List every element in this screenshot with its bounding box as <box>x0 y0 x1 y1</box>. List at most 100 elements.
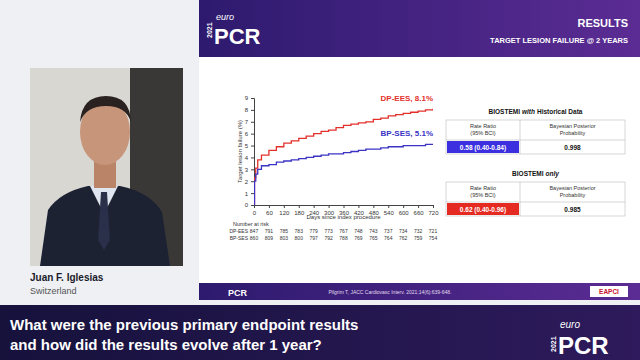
speaker-name: Juan F. Iglesias <box>30 272 104 283</box>
x-tick-mark <box>373 205 374 208</box>
frame: Juan F. IglesiasSwitzerland2021euroPCRRE… <box>0 0 640 360</box>
table-header: (95% BCI) <box>470 192 496 198</box>
speaker-country: Switzerland <box>30 286 77 296</box>
table-frame <box>446 120 625 154</box>
footer-logo: PCR <box>228 288 248 298</box>
y-tick-mark <box>251 134 254 135</box>
footer-badge: EAPCI <box>599 288 619 295</box>
slide-bg <box>199 0 640 300</box>
y-tick: 1 <box>245 191 254 197</box>
table-highlight <box>447 203 519 215</box>
x-tick-label: 540 <box>384 210 395 216</box>
risk-value: 762 <box>399 235 408 241</box>
x-tick-mark <box>433 205 434 208</box>
caption-line: and how did the results evolve after 1 y… <box>10 336 322 353</box>
background <box>0 0 640 360</box>
x-tick: 600 <box>399 205 410 216</box>
table-title-part: Historical Data <box>537 108 583 115</box>
slide-footer <box>199 283 640 300</box>
y-tick: 8 <box>245 107 254 113</box>
caption-line: What were the previous primary endpoint … <box>10 316 358 333</box>
y-tick-mark <box>251 181 254 182</box>
y-tick: 9 <box>245 95 254 101</box>
y-tick-label: 6 <box>245 131 249 137</box>
y-axis-line <box>251 99 255 206</box>
x-tick-label: 720 <box>428 210 439 216</box>
risk-value: 743 <box>369 228 378 234</box>
y-tick-mark <box>251 146 254 147</box>
x-tick-mark <box>403 205 404 208</box>
series-annotation: BP-SES, 5.1% <box>381 129 433 138</box>
table-header: (95% BCI) <box>470 130 496 136</box>
table-title: BIOSTEMIwithHistorical Data <box>489 108 583 115</box>
x-tick-mark <box>299 205 300 208</box>
y-tick-mark <box>251 98 254 99</box>
risk-value: 791 <box>265 228 274 234</box>
logo-mark: PCR <box>214 24 261 49</box>
risk-value: 792 <box>324 235 333 241</box>
risk-value: 759 <box>414 235 423 241</box>
y-tick: 6 <box>245 131 254 137</box>
x-tick-label: 180 <box>294 210 305 216</box>
x-tick-mark <box>358 205 359 208</box>
y-tick: 5 <box>245 143 254 149</box>
x-tick: 720 <box>428 205 439 216</box>
table-header: Probability <box>560 130 586 136</box>
y-tick: 0 <box>245 202 254 208</box>
y-tick-label: 2 <box>245 179 249 185</box>
x-tick: 120 <box>279 205 290 216</box>
risk-value: 732 <box>414 228 423 234</box>
risk-value: 785 <box>280 228 289 234</box>
slide-header <box>199 0 640 57</box>
risk-row-label: BP-SES <box>230 235 249 241</box>
table-title: BIOSTEMIonly <box>512 170 559 178</box>
risk-value: 800 <box>295 235 304 241</box>
y-axis: 0123456789 <box>245 95 255 208</box>
x-tick-mark <box>254 205 255 208</box>
risk-value: 721 <box>429 228 438 234</box>
suit <box>40 186 170 266</box>
table-title-part: only <box>546 170 560 178</box>
y-tick-mark <box>251 205 254 206</box>
risk-value: 783 <box>295 228 304 234</box>
risk-value: 773 <box>324 228 333 234</box>
table-header: Rate Ratio <box>470 123 496 129</box>
series-line <box>254 109 433 205</box>
x-tick-mark <box>314 205 315 208</box>
y-tick-label: 8 <box>245 107 249 113</box>
x-tick-label: 600 <box>399 210 410 216</box>
table-frame <box>446 182 625 216</box>
x-tick-mark <box>418 205 419 208</box>
risk-value: 803 <box>280 235 289 241</box>
y-tick-mark <box>251 169 254 170</box>
risk-value: 779 <box>309 228 318 234</box>
risk-value: 734 <box>399 228 408 234</box>
x-tick-mark <box>388 205 389 208</box>
corner-logo-brand: euro <box>560 319 580 330</box>
y-tick: 3 <box>245 167 254 173</box>
risk-value: 754 <box>429 235 438 241</box>
y-tick-mark <box>251 122 254 123</box>
table-title-part: BIOSTEMI <box>489 108 521 115</box>
badge-bg <box>590 286 628 297</box>
x-tick-mark <box>329 205 330 208</box>
y-tick: 2 <box>245 179 254 185</box>
table-header: Probability <box>560 192 586 198</box>
series-line <box>254 144 433 205</box>
x-tick: 0 <box>253 205 257 216</box>
risk-value: 748 <box>354 228 363 234</box>
tie <box>98 192 110 250</box>
risk-row-label: DP-EES <box>229 228 248 234</box>
table-cell: 0.58 (0.40-0.84) <box>460 144 506 152</box>
corner-logo-mark: PCR <box>558 332 609 359</box>
y-tick-mark <box>251 193 254 194</box>
risk-value: 797 <box>309 235 318 241</box>
risk-value: 809 <box>265 235 274 241</box>
x-tick-label: 0 <box>253 210 257 216</box>
video-bg <box>30 68 183 266</box>
hair <box>80 96 131 122</box>
risk-value: 860 <box>250 235 259 241</box>
x-tick-label: 660 <box>414 210 425 216</box>
slide-title: RESULTS <box>577 17 628 29</box>
x-tick: 180 <box>294 205 305 216</box>
